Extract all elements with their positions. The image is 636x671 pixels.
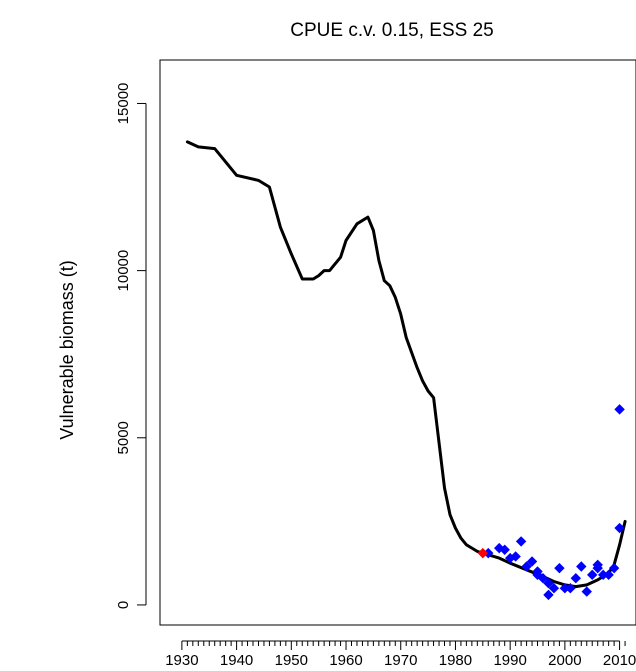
- chart-title: CPUE c.v. 0.15, ESS 25: [290, 20, 493, 41]
- x-tick-label: 1930: [165, 652, 198, 666]
- cpue-observation-point: [515, 536, 527, 547]
- biomass-trajectory-line: [185, 140, 627, 589]
- series-layer: [185, 140, 627, 601]
- cpue-observation-point: [521, 561, 532, 572]
- x-tick-label: 2000: [548, 652, 581, 666]
- plot-frame: [159, 59, 636, 626]
- cpue-observation-point: [581, 586, 592, 597]
- x-tick-label: 1960: [329, 652, 362, 666]
- x-tick-label: 1940: [220, 652, 253, 666]
- cpue-observation-point: [526, 556, 538, 567]
- cpue-observation-point: [576, 561, 587, 572]
- cpue-observation-point: [532, 566, 543, 577]
- cpue-observation-point: [543, 578, 554, 589]
- highlight-point: [477, 547, 489, 559]
- y-axis: 0 5000 10000 15000: [115, 83, 147, 609]
- cpue-observation-point: [614, 522, 625, 534]
- cpue-observation-point: [543, 589, 554, 601]
- cpue-observation-point: [548, 583, 560, 594]
- cpue-observation-point: [614, 404, 625, 415]
- x-tick-label: 1990: [493, 652, 526, 666]
- x-tick-label: 1980: [439, 652, 472, 666]
- y-tick-label: 0: [115, 601, 132, 609]
- cpue-observation-point: [565, 583, 576, 594]
- cpue-observation-point: [608, 562, 620, 574]
- cpue-observation-point: [499, 544, 510, 555]
- x-tick-label: 1970: [384, 652, 417, 666]
- y-tick-label: 10000: [115, 250, 132, 292]
- cpue-observation-point: [510, 551, 521, 562]
- cpue-observation-point: [603, 569, 614, 581]
- y-tick-label: 15000: [115, 83, 132, 125]
- cpue-observation-point: [570, 572, 582, 584]
- x-tick-label: 1950: [275, 652, 308, 666]
- cpue-observation-point: [537, 572, 549, 584]
- x-axis: 1930 1940 1950 1960 1970 1980 1990 2000 2010: [165, 640, 636, 669]
- cpue-observation-point: [592, 559, 603, 571]
- y-tick-label: 5000: [115, 421, 132, 454]
- cpue-observation-point: [587, 569, 598, 581]
- cpue-observation-point: [554, 562, 565, 574]
- y-axis-label: Vulnerable biomass (t): [57, 260, 77, 439]
- x-tick-label: 2010: [603, 652, 636, 666]
